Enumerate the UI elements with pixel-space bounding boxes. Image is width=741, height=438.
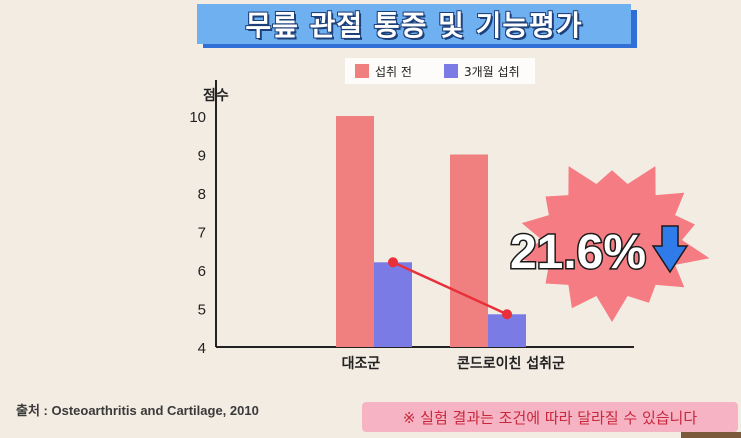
bar-after-0 — [374, 262, 412, 347]
legend-label-1: 3개월 섭취 — [464, 65, 520, 79]
footer-bar — [681, 432, 741, 438]
y-tick-label: 6 — [198, 263, 206, 280]
disclaimer-note: ※ 실험 결과는 조건에 따라 달라질 수 있습니다 — [362, 402, 738, 432]
y-tick-label: 10 — [189, 109, 206, 126]
arrow-down-icon — [651, 225, 689, 274]
y-tick-label: 5 — [198, 302, 206, 319]
y-tick-label: 4 — [198, 340, 206, 357]
legend-box — [345, 58, 535, 84]
bar-before-0 — [336, 116, 374, 347]
title-banner: 무릎 관절 통증 및 기능평가 — [197, 4, 637, 48]
callout-value: 21.6% — [510, 226, 646, 279]
y-tick-label: 7 — [198, 225, 206, 242]
legend-label-0: 섭취 전 — [375, 65, 412, 79]
y-tick-label: 8 — [198, 186, 206, 203]
x-tick-label: 대조군 — [342, 356, 381, 372]
legend-swatch-0 — [355, 64, 369, 78]
x-tick-label: 콘드로이친 섭취군 — [457, 355, 565, 372]
bar-after-1 — [488, 314, 526, 347]
trend-point-1 — [502, 309, 512, 320]
trend-line — [392, 261, 508, 316]
trend-point-0 — [388, 257, 398, 268]
y-axis-label: 점수 — [203, 87, 229, 104]
source-citation: 출처 : Osteoarthritis and Cartilage, 2010 — [16, 403, 259, 418]
legend-swatch-1 — [444, 64, 458, 78]
burst-shape — [514, 166, 710, 322]
bar-before-1 — [450, 154, 488, 347]
y-tick-label: 9 — [198, 148, 206, 165]
chart-title: 무릎 관절 통증 및 기능평가 — [197, 4, 631, 44]
